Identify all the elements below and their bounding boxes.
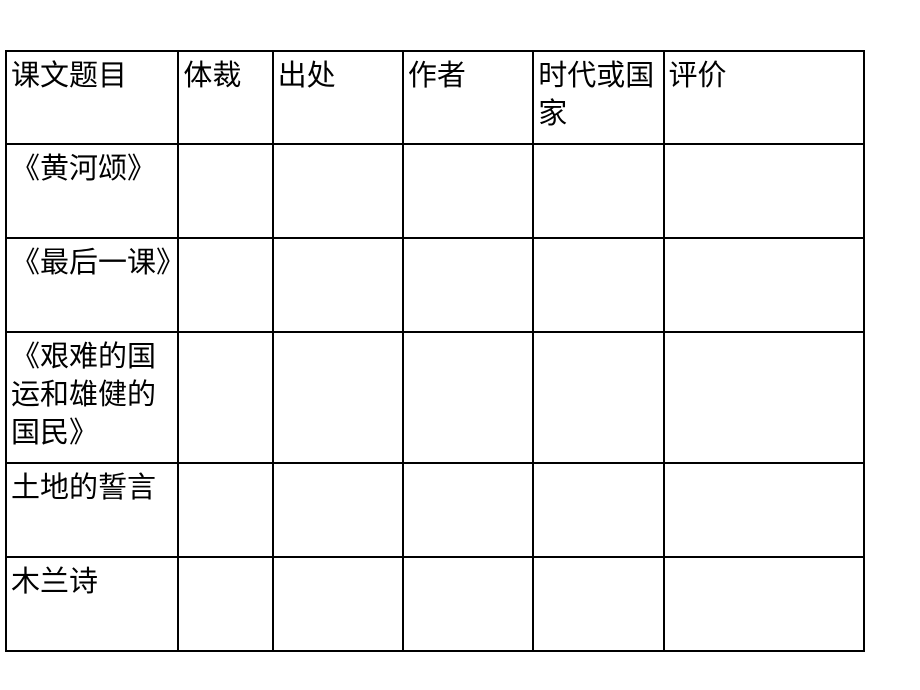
cell-era xyxy=(533,557,663,651)
cell-genre xyxy=(178,144,272,238)
col-header-eval: 评价 xyxy=(664,51,865,144)
cell-era xyxy=(533,463,663,557)
cell-eval xyxy=(664,332,865,463)
cell-title: 《黄河颂》 xyxy=(6,144,178,238)
cell-author xyxy=(403,238,533,332)
cell-eval xyxy=(664,144,865,238)
cell-source xyxy=(273,463,403,557)
cell-eval xyxy=(664,463,865,557)
cell-title: 土地的誓言 xyxy=(6,463,178,557)
lesson-table: 课文题目 体裁 出处 作者 时代或国家 评价 《黄河颂》 《最后一课》 《艰难的… xyxy=(5,50,865,652)
cell-author xyxy=(403,557,533,651)
cell-eval xyxy=(664,557,865,651)
cell-source xyxy=(273,557,403,651)
col-header-genre: 体裁 xyxy=(178,51,272,144)
cell-author xyxy=(403,332,533,463)
cell-eval xyxy=(664,238,865,332)
table-row: 《最后一课》 xyxy=(6,238,864,332)
cell-era xyxy=(533,144,663,238)
table-row: 《黄河颂》 xyxy=(6,144,864,238)
table-row: 木兰诗 xyxy=(6,557,864,651)
table-row: 土地的誓言 xyxy=(6,463,864,557)
cell-source xyxy=(273,238,403,332)
table-header-row: 课文题目 体裁 出处 作者 时代或国家 评价 xyxy=(6,51,864,144)
col-header-era: 时代或国家 xyxy=(533,51,663,144)
cell-genre xyxy=(178,463,272,557)
cell-author xyxy=(403,463,533,557)
cell-source xyxy=(273,144,403,238)
cell-title: 木兰诗 xyxy=(6,557,178,651)
cell-title: 《最后一课》 xyxy=(6,238,178,332)
cell-author xyxy=(403,144,533,238)
cell-era xyxy=(533,332,663,463)
cell-genre xyxy=(178,238,272,332)
table-row: 《艰难的国运和雄健的国民》 xyxy=(6,332,864,463)
col-header-author: 作者 xyxy=(403,51,533,144)
cell-genre xyxy=(178,332,272,463)
cell-source xyxy=(273,332,403,463)
cell-genre xyxy=(178,557,272,651)
col-header-source: 出处 xyxy=(273,51,403,144)
cell-title: 《艰难的国运和雄健的国民》 xyxy=(6,332,178,463)
cell-era xyxy=(533,238,663,332)
col-header-title: 课文题目 xyxy=(6,51,178,144)
